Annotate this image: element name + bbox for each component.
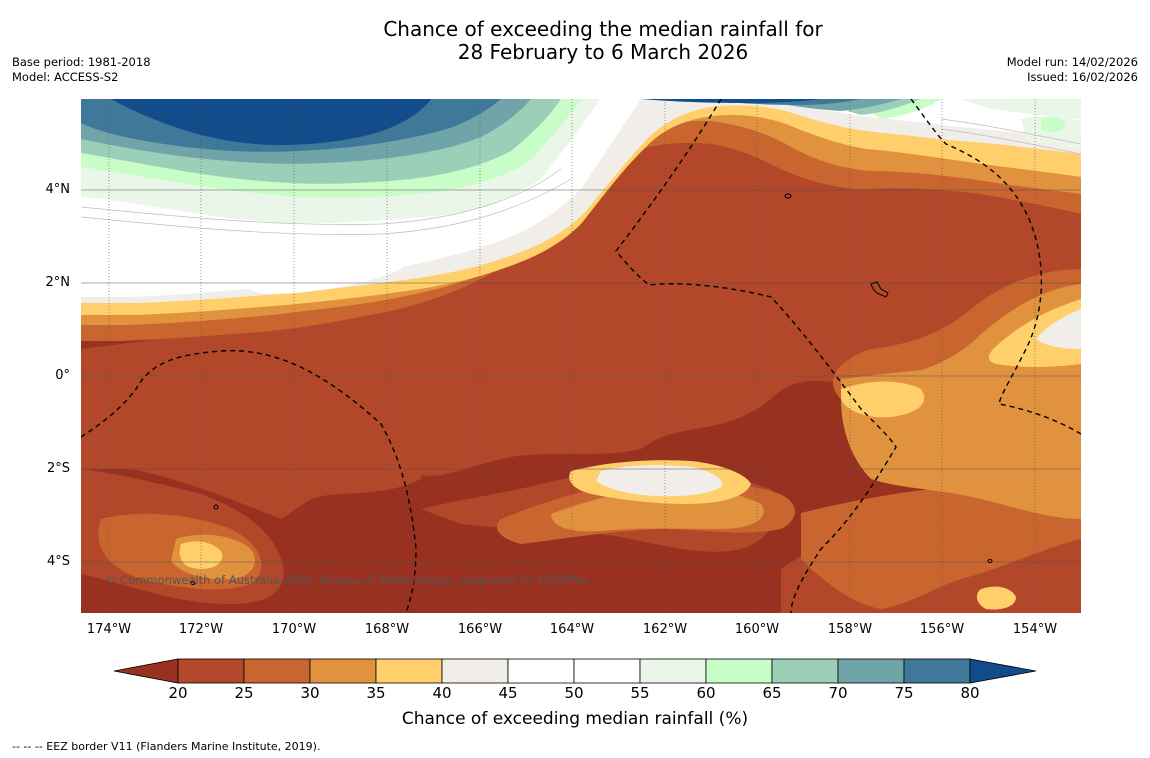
rainfall-contours xyxy=(81,99,1081,613)
lon-label-158w: 158°W xyxy=(827,622,873,637)
copyright-notice: © Commonwealth of Australia 2026, Bureau… xyxy=(105,573,590,587)
eez-footnote: -- -- -- EEZ border V11 (Flanders Marine… xyxy=(12,740,321,753)
contour-25 xyxy=(81,99,1081,519)
lon-label-170w: 170°W xyxy=(271,622,317,637)
contour-50-inner xyxy=(235,220,412,294)
colorbar-tick-label: 75 xyxy=(894,684,914,702)
lat-label-2n: 2°N xyxy=(45,275,71,290)
colorbar-cell xyxy=(771,658,839,684)
colorbar-tick-label: 40 xyxy=(432,684,452,702)
lon-label-172w: 172°W xyxy=(178,622,224,637)
lon-label-156w: 156°W xyxy=(919,622,965,637)
issued-date: Issued: 16/02/2026 xyxy=(1027,70,1138,84)
contour-40-se xyxy=(976,586,1016,610)
contour-40-m xyxy=(841,381,925,418)
graticule xyxy=(81,189,1081,563)
colorbar-cell xyxy=(639,658,707,684)
title-line-1: Chance of exceeding the median rainfall … xyxy=(383,17,823,41)
lon-label-162w: 162°W xyxy=(642,622,688,637)
contour-45-r xyxy=(1036,309,1081,349)
colorbar-tick-label: 20 xyxy=(168,684,188,702)
run-info: Model run: 14/02/2026 Issued: 16/02/2026 xyxy=(1007,55,1138,85)
map-title: Chance of exceeding the median rainfall … xyxy=(0,18,1150,64)
colorbar-cell xyxy=(705,658,773,684)
colorbar-cell xyxy=(309,658,377,684)
contour-80-r xyxy=(641,99,821,103)
base-period: Base period: 1981-2018 xyxy=(12,55,151,69)
lat-label-2s: 2°S xyxy=(46,461,70,476)
lon-label-154w: 154°W xyxy=(1012,622,1058,637)
islands xyxy=(190,193,993,585)
colorbar-tick-label: 60 xyxy=(696,684,716,702)
title-line-2: 28 February to 6 March 2026 xyxy=(457,40,749,64)
lat-label-0: 0° xyxy=(55,368,70,383)
colorbar-cell xyxy=(507,658,575,684)
colorbar-cell xyxy=(903,658,971,684)
contour-80 xyxy=(111,99,431,145)
colorbar-cells xyxy=(114,658,1036,684)
colorbar-tick-label: 70 xyxy=(828,684,848,702)
eez-borders xyxy=(81,99,1081,613)
lat-label-4n: 4°N xyxy=(45,182,71,197)
colorbar-cell xyxy=(837,658,905,684)
contour-45-s xyxy=(596,465,722,497)
lon-label-174w: 174°W xyxy=(86,622,132,637)
colorbar-tick-label: 55 xyxy=(630,684,650,702)
colorbar-tick-label: 80 xyxy=(960,684,980,702)
colorbar-cell xyxy=(243,658,311,684)
colorbar-cell xyxy=(177,658,245,684)
colorbar-tick-label: 50 xyxy=(564,684,584,702)
lat-label-4s: 4°S xyxy=(46,554,70,569)
lon-label-168w: 168°W xyxy=(364,622,410,637)
colorbar-tick-label: 35 xyxy=(366,684,386,702)
contour-55-r xyxy=(961,99,1081,119)
lon-label-160w: 160°W xyxy=(734,622,780,637)
colorbar-cell xyxy=(573,658,641,684)
colorbar-tick-label: 65 xyxy=(762,684,782,702)
colorbar-arrow-high xyxy=(969,658,1036,684)
colorbar-cell xyxy=(441,658,509,684)
fine-contour-lines xyxy=(81,118,1081,235)
colorbar-label: Chance of exceeding median rainfall (%) xyxy=(401,709,749,729)
colorbar-cell xyxy=(375,658,443,684)
base-info: Base period: 1981-2018 Model: ACCESS-S2 xyxy=(12,55,151,85)
lon-label-166w: 166°W xyxy=(457,622,503,637)
colorbar-arrow-low xyxy=(114,658,179,684)
model-name: Model: ACCESS-S2 xyxy=(12,70,119,84)
colorbar-tick-label: 30 xyxy=(300,684,320,702)
lon-label-164w: 164°W xyxy=(549,622,595,637)
model-run: Model run: 14/02/2026 xyxy=(1006,55,1138,69)
colorbar xyxy=(114,658,1036,684)
colorbar-tick-label: 45 xyxy=(498,684,518,702)
contour-60-ne xyxy=(1041,117,1066,133)
rainfall-map xyxy=(81,99,1081,613)
colorbar-tick-label: 25 xyxy=(234,684,254,702)
